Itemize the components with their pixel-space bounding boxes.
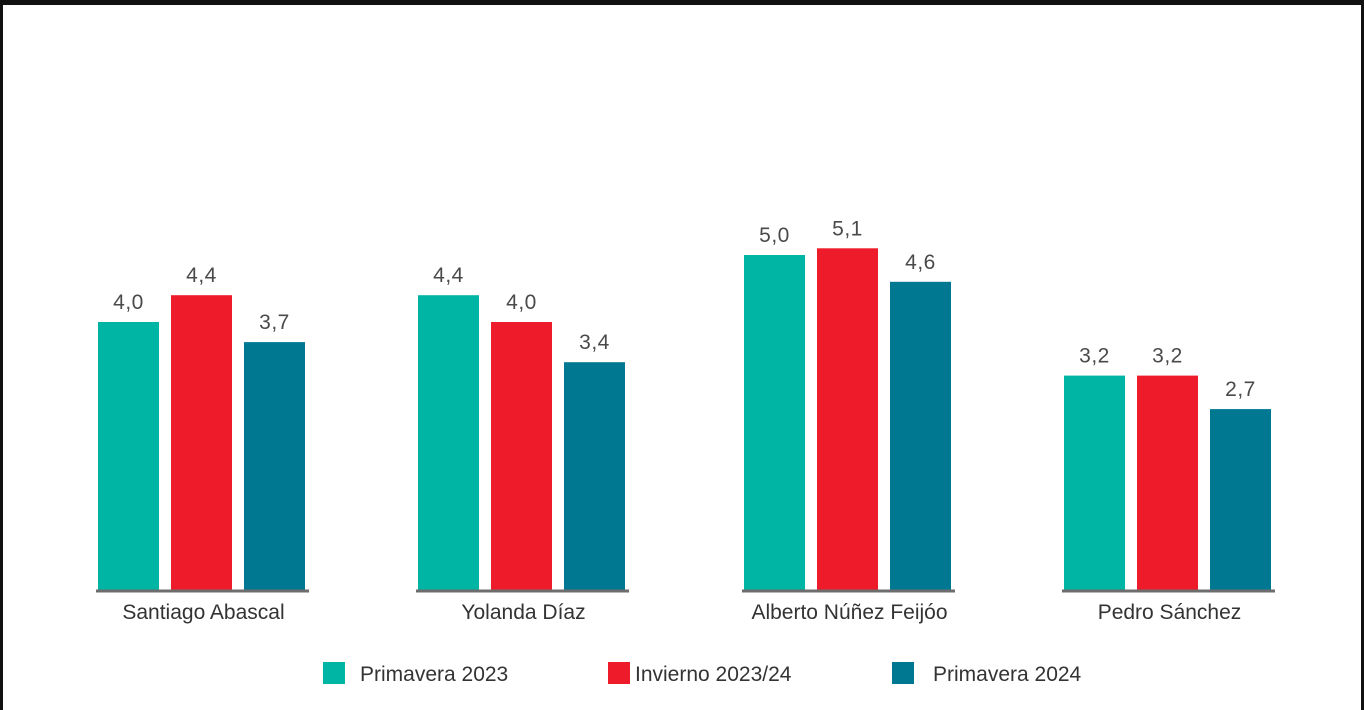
bar (98, 322, 159, 590)
legend-swatch (892, 662, 914, 684)
data-label: 4,0 (506, 291, 537, 314)
bar (817, 248, 878, 591)
bar (171, 295, 232, 590)
category-label: Yolanda Díaz (461, 601, 585, 624)
data-label: 4,4 (433, 264, 464, 287)
data-label: 5,0 (759, 224, 790, 247)
legend-swatch (608, 662, 630, 684)
category-label: Pedro Sánchez (1098, 601, 1242, 624)
top-border (0, 0, 1364, 5)
bars-layer (98, 248, 1271, 591)
category-label: Alberto Núñez Feijóo (751, 601, 947, 624)
bar (244, 342, 305, 590)
legend-item: Primavera 2023 (323, 662, 508, 686)
data-label: 4,0 (113, 291, 144, 314)
value-labels-layer: 4,0 4,4 3,7 4,4 4,0 3,4 5,0 5,1 4,6 3,2 3,2 2,7 (113, 217, 1256, 401)
legend-label: Primavera 2023 (360, 663, 508, 686)
data-label: 3,7 (259, 311, 290, 334)
legend: Primavera 2023 Invierno 2023/24 Primavera … (323, 662, 1082, 686)
legend-label: Invierno 2023/24 (635, 663, 792, 686)
bar (1137, 375, 1198, 590)
legend-item: Invierno 2023/24 (608, 662, 792, 686)
data-label: 4,4 (186, 264, 217, 287)
bar (1210, 409, 1271, 590)
axis-layer: Santiago Abascal Yolanda Díaz Alberto Núñe… (96, 589, 1275, 624)
data-label: 4,6 (905, 251, 936, 274)
category-label: Santiago Abascal (122, 601, 284, 624)
bar (418, 295, 479, 590)
data-label: 2,7 (1225, 378, 1256, 401)
legend-label: Primavera 2024 (933, 663, 1082, 686)
legend-item: Primavera 2024 (892, 662, 1082, 686)
bar (491, 322, 552, 590)
bar (890, 281, 951, 590)
data-label: 3,2 (1079, 345, 1110, 368)
data-label: 5,1 (832, 217, 863, 240)
data-label: 3,2 (1152, 345, 1183, 368)
legend-swatch (323, 662, 345, 684)
bar (564, 362, 625, 590)
bar (744, 255, 805, 590)
data-label: 3,4 (579, 331, 610, 354)
bar (1064, 375, 1125, 590)
